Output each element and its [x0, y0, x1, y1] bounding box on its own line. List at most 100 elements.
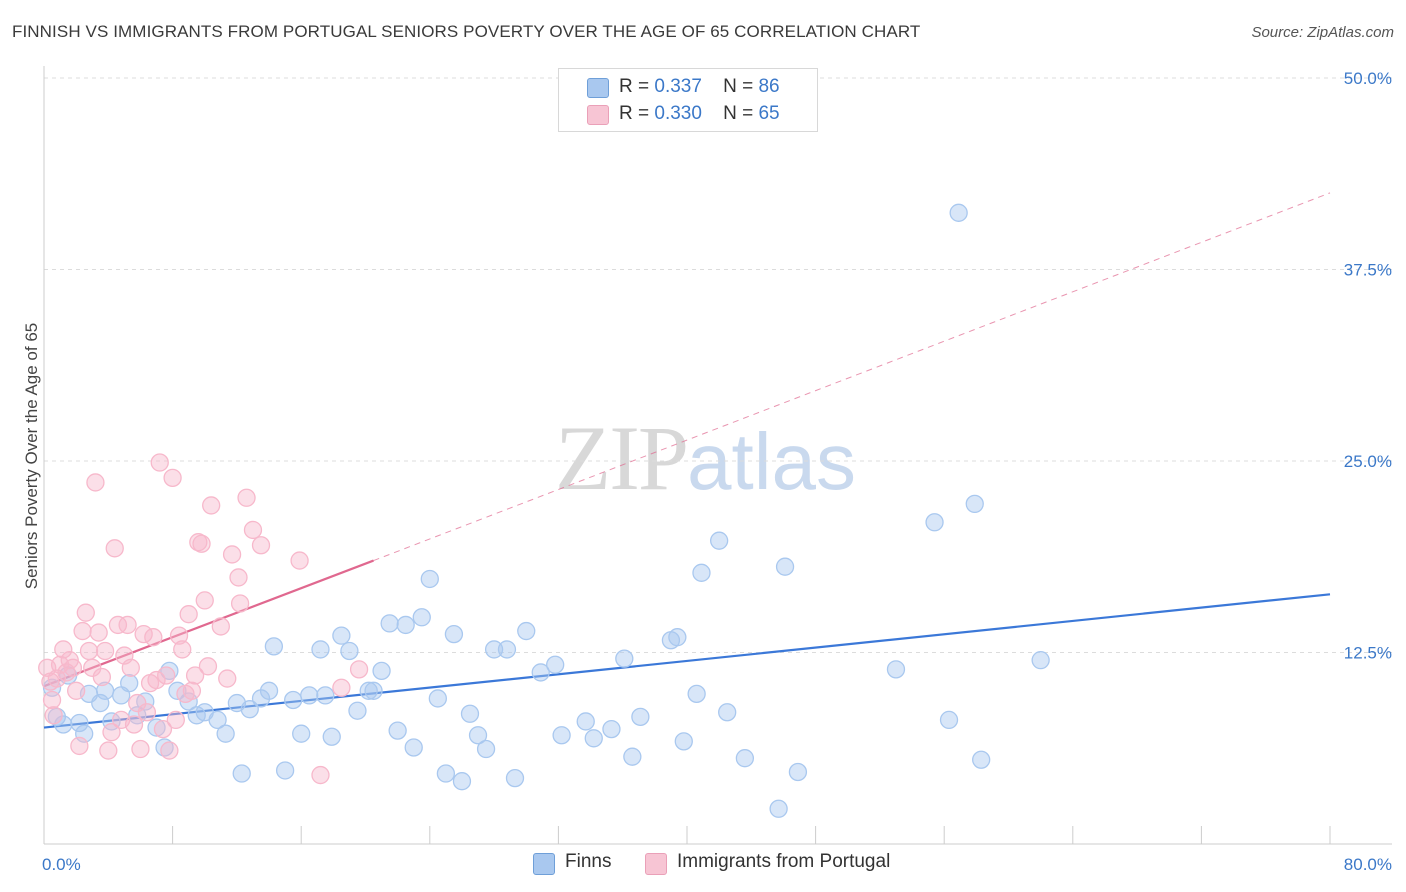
finns-point — [444, 624, 464, 644]
finns-point — [687, 684, 706, 704]
finns-point — [1031, 651, 1050, 670]
finns-point — [436, 764, 456, 783]
portugal-point — [230, 594, 250, 613]
portugal-point — [163, 468, 182, 488]
portugal-point — [243, 520, 263, 540]
legend-n-value: 65 — [758, 103, 780, 124]
legend-r-label: R = — [619, 103, 650, 124]
finns-point — [476, 739, 496, 759]
legend-r-label: R = — [619, 76, 650, 97]
finns-point — [364, 681, 383, 700]
finns-point — [380, 614, 399, 633]
finns-point — [372, 661, 391, 681]
y-tick-label: 12.5% — [1344, 644, 1392, 663]
finns-point — [615, 649, 634, 668]
finns-point — [54, 715, 73, 734]
finns-point — [216, 724, 235, 743]
finns-point — [311, 640, 330, 659]
portugal-point — [83, 658, 102, 677]
portugal-point — [108, 615, 128, 635]
portugal-point — [202, 496, 221, 515]
portugal-point — [290, 551, 309, 570]
finns-point — [788, 762, 808, 782]
finns-point — [949, 203, 968, 222]
portugal-point — [195, 591, 214, 610]
finns-trend-line — [43, 593, 1331, 729]
tick-labels: 12.5% 25.0% 37.5% 50.0% 0.0% 80.0% — [42, 69, 1392, 874]
finns-point — [674, 732, 693, 751]
finns-point — [497, 640, 517, 659]
finns-point — [70, 713, 89, 733]
portugal-point — [44, 706, 63, 725]
portugal-point — [157, 666, 176, 685]
finns-point — [240, 700, 259, 719]
portugal-point — [79, 641, 99, 661]
legend-n-label: N = — [723, 103, 754, 124]
finns-point — [388, 721, 407, 740]
portugal-point — [144, 628, 163, 647]
portugal-point — [70, 736, 89, 756]
finns-point — [259, 681, 279, 700]
portugal-point — [251, 536, 271, 555]
finns-point — [718, 703, 737, 722]
bottom-legend-swatch-finns — [533, 853, 555, 875]
finns-point — [886, 660, 906, 679]
legend-r-value: 0.337 — [654, 76, 702, 97]
portugal-point — [102, 723, 121, 742]
portugal-point — [63, 658, 83, 677]
portugal-point — [198, 657, 218, 676]
finns-point — [316, 686, 335, 705]
finns-point — [428, 689, 447, 708]
y-tick-label: 37.5% — [1344, 261, 1392, 280]
finns-point — [452, 772, 472, 791]
bottom-legend-label-portugal: Immigrants from Portugal — [677, 851, 891, 872]
finns-point — [965, 494, 984, 514]
portugal-point — [118, 615, 137, 635]
watermark-zip: ZIP — [555, 407, 689, 509]
axes — [43, 66, 1392, 845]
portugal-point — [121, 658, 140, 677]
finns-point — [284, 690, 303, 710]
finns-point — [939, 710, 959, 730]
portugal-point — [86, 473, 105, 492]
portugal-point — [95, 641, 115, 661]
portugal-point — [89, 623, 108, 642]
portugal-point — [160, 741, 179, 760]
portugal-point — [137, 703, 157, 722]
finns-point — [972, 750, 991, 769]
gridlines — [44, 77, 1392, 653]
finns-point — [925, 513, 944, 532]
portugal-point — [185, 666, 205, 685]
legend-r-value: 0.330 — [654, 103, 702, 124]
portugal-point — [150, 453, 169, 472]
portugal-point — [76, 603, 95, 622]
finns-point — [275, 761, 295, 780]
portugal-point — [128, 693, 147, 713]
x-tick-label: 80.0% — [1344, 855, 1392, 874]
finns-point — [332, 626, 351, 645]
finns-point — [404, 738, 423, 757]
finns-point — [631, 707, 650, 726]
finns-point — [769, 799, 788, 818]
portugal-point — [147, 670, 166, 690]
watermark-atlas: atlas — [687, 417, 856, 506]
finns-point — [300, 686, 319, 705]
portugal-point — [73, 621, 92, 641]
source-label: Source: ZipAtlas.com — [1251, 24, 1394, 41]
finns-point — [710, 531, 729, 550]
bottom-legend-swatch-portugal — [645, 853, 667, 875]
portugal-point — [153, 719, 173, 739]
finns-point — [292, 724, 311, 743]
finns-point — [460, 704, 480, 723]
portugal-point — [42, 690, 62, 710]
finns-point — [232, 764, 251, 783]
portugal-point — [105, 539, 124, 558]
portugal-point — [349, 660, 369, 679]
finns-point — [468, 726, 488, 745]
y-tick-label: 50.0% — [1344, 69, 1392, 88]
legend: R = 0.337 N = 86 R = 0.330 N = 65 — [558, 68, 818, 132]
trend-lines — [43, 192, 1331, 729]
finns-point — [692, 563, 711, 582]
portugal-point — [211, 617, 230, 636]
